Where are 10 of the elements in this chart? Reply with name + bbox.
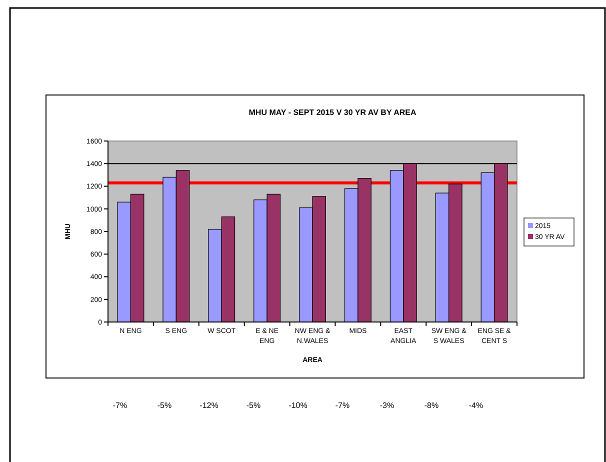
- text: -12%: [200, 401, 218, 410]
- text: -5%: [157, 401, 172, 410]
- text: -10%: [288, 401, 308, 410]
- text: -5%: [246, 401, 261, 410]
- text: -8%: [424, 401, 439, 410]
- text: -4%: [468, 401, 484, 410]
- text: -7%: [112, 401, 128, 410]
- text: -3%: [380, 401, 394, 410]
- text: -7%: [335, 401, 350, 410]
- chart-title: MHU MAY - SEPT 2015 V 30 YR AV BY AREA: [248, 108, 416, 117]
